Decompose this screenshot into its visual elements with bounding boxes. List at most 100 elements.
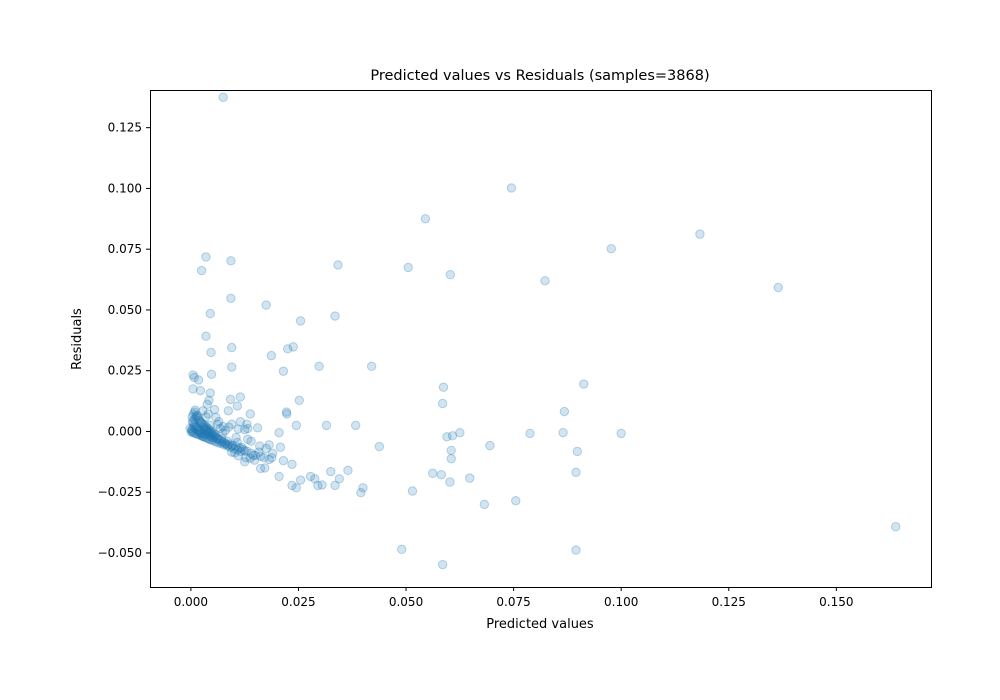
data-point [223,406,234,416]
data-point [255,463,266,474]
data-point [446,453,456,464]
data-point [212,433,223,443]
data-point [229,443,239,454]
data-point [232,445,243,455]
data-point [572,446,582,457]
data-point [187,425,197,436]
data-point [485,440,495,451]
data-point [188,384,198,394]
data-point [227,440,238,451]
data-point [255,451,266,461]
data-point [218,428,228,439]
data-point [242,419,252,429]
data-point [189,422,199,432]
data-point [773,282,783,293]
data-point [455,427,465,438]
data-point [187,416,198,426]
data-point [326,466,336,477]
data-point [212,419,223,429]
data-point [191,421,201,431]
data-point [695,229,705,239]
data-point [188,370,198,380]
x-tick-label: 0.125 [712,595,746,609]
x-tick-label: 0.100 [604,595,638,609]
points-layer [185,92,901,570]
data-point [188,409,199,419]
data-point [606,244,616,254]
data-point [242,423,253,434]
data-point [226,293,236,303]
data-point [224,422,234,432]
y-axis-label: Residuals [70,308,85,370]
data-point [203,426,214,437]
data-point [437,559,448,570]
data-point [334,474,345,484]
data-point [227,447,237,457]
data-point [288,342,298,352]
data-point [202,425,212,435]
data-point [436,470,447,480]
data-point [267,448,278,459]
data-point [465,473,475,483]
data-point [197,431,207,441]
data-point [205,308,215,319]
data-point [195,430,206,441]
data-point [403,262,413,273]
x-axis: 0.000 0.025 0.050 0.075 0.100 0.125 0.150 [174,587,854,609]
data-point [350,420,361,431]
data-point [356,488,366,498]
data-point [196,427,206,438]
data-point [198,431,208,442]
data-point [239,457,250,467]
data-point [274,471,284,482]
data-point [205,425,215,435]
data-point [287,480,297,491]
data-point [506,183,517,193]
data-point [214,417,224,427]
data-point [222,441,233,451]
data-point [187,427,198,437]
data-point [221,438,231,449]
data-point [205,420,215,431]
y-tick-label: 0.000 [108,424,142,438]
data-point [191,410,202,421]
data-point [190,405,200,415]
data-point [250,450,261,460]
data-point [206,426,217,436]
data-point [189,414,200,425]
data-point [314,361,324,372]
data-point [196,418,207,429]
data-point [239,446,250,456]
data-point [188,427,199,438]
data-point [245,453,255,463]
data-point [241,453,251,463]
data-point [282,409,292,419]
data-point [208,430,218,440]
data-point [191,412,201,423]
data-point [442,432,452,442]
data-point [209,436,220,446]
data-point [231,441,241,452]
data-point [305,471,316,482]
data-point [187,412,197,422]
data-point [194,426,204,437]
data-point [225,394,236,405]
data-point [193,413,203,424]
data-point [208,431,219,441]
data-point [190,407,200,417]
data-point [186,427,197,437]
data-point [212,437,222,447]
data-point [278,455,289,466]
data-point [236,446,246,457]
data-point [540,276,550,286]
data-point [209,404,220,415]
data-point [525,428,535,439]
data-point [198,406,208,416]
data-point [214,438,224,448]
data-point [222,436,233,446]
data-point [248,450,258,460]
data-point [206,369,217,380]
data-point [358,483,368,493]
